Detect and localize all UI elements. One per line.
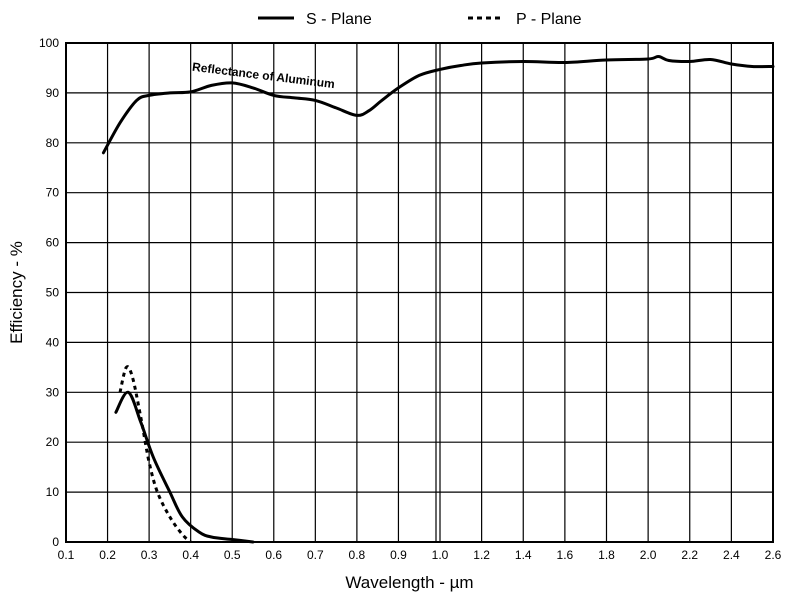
x-tick-label: 1.2 xyxy=(473,548,490,562)
series-layer xyxy=(101,54,775,544)
legend: S - Plane P - Plane xyxy=(258,11,582,28)
x-tick-label: 0.8 xyxy=(349,548,366,562)
y-tick-label: 20 xyxy=(46,435,60,449)
x-axis-title: Wavelength - µm xyxy=(345,573,473,592)
x-tick-label: 2.6 xyxy=(765,548,782,562)
y-tick-label: 50 xyxy=(46,286,60,300)
y-tick-label: 10 xyxy=(46,485,60,499)
x-tick-label: 2.0 xyxy=(640,548,657,562)
y-tick-label: 100 xyxy=(39,36,59,50)
x-tick-label: 0.6 xyxy=(265,548,282,562)
x-tick-label: 1.4 xyxy=(515,548,532,562)
y-tick-label: 70 xyxy=(46,186,60,200)
x-tick-label: 0.2 xyxy=(99,548,116,562)
x-tick-label: 0.7 xyxy=(307,548,324,562)
x-tick-label: 2.4 xyxy=(723,548,740,562)
y-tick-label: 40 xyxy=(46,335,60,349)
x-tick-label: 1.0 xyxy=(432,548,449,562)
y-tick-label: 90 xyxy=(46,86,60,100)
legend-label: P - Plane xyxy=(516,11,582,28)
y-axis-title: Efficiency - % xyxy=(7,241,26,344)
legend-label: S - Plane xyxy=(306,11,372,28)
grid-layer xyxy=(65,42,774,543)
x-tick-label: 0.3 xyxy=(141,548,158,562)
x-tick-label: 2.2 xyxy=(681,548,698,562)
y-tick-label: 80 xyxy=(46,136,60,150)
series-line-s-plane xyxy=(114,390,255,544)
x-tick-label: 0.9 xyxy=(390,548,407,562)
y-tick-label: 0 xyxy=(52,535,59,549)
x-tick-label: 0.1 xyxy=(58,548,75,562)
series-line-reflectance-of-aluminum xyxy=(101,54,775,155)
x-tick-label: 1.8 xyxy=(598,548,615,562)
x-tick-label: 0.4 xyxy=(182,548,199,562)
series-line-p-plane xyxy=(118,365,192,544)
y-tick-label: 60 xyxy=(46,236,60,250)
y-tick-label: 30 xyxy=(46,385,60,399)
x-tick-label: 0.5 xyxy=(224,548,241,562)
plot-frame xyxy=(65,42,774,543)
x-tick-label: 1.6 xyxy=(557,548,574,562)
